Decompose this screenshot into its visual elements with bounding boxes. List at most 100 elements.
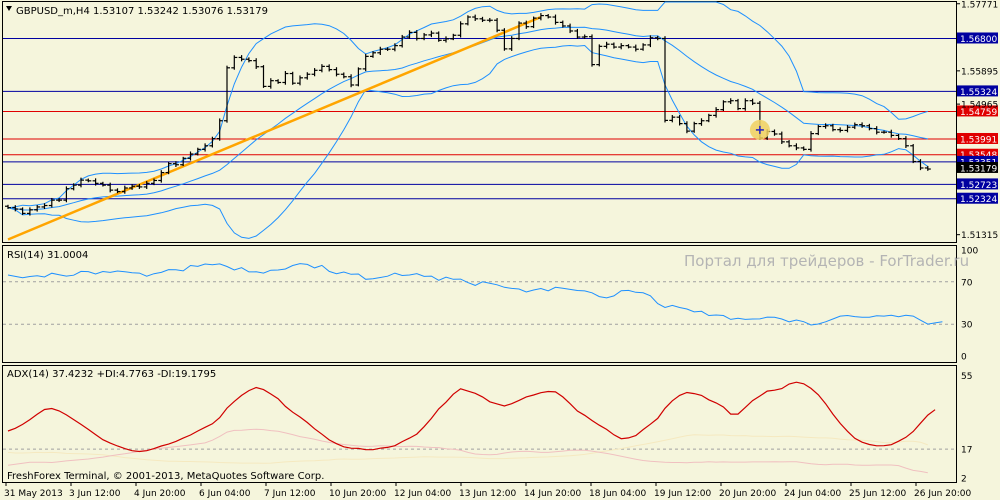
price-bar-111 <box>815 124 822 136</box>
level-label-text-6: 1.53179 <box>960 164 997 174</box>
price-bar-35 <box>260 65 267 88</box>
price-bar-101 <box>742 98 749 111</box>
price-bar-78 <box>574 28 581 39</box>
price-bar-44 <box>326 64 333 72</box>
price-bar-11 <box>85 178 92 183</box>
price-bar-68 <box>501 28 508 51</box>
price-bar-9 <box>70 183 77 191</box>
bollinger-bands <box>7 1 929 239</box>
price-bar-92 <box>676 115 683 126</box>
price-bar-23 <box>172 161 179 167</box>
price-bar-53 <box>391 43 398 52</box>
price-bar-114 <box>837 127 844 133</box>
adx-tick-label-0: 55 <box>961 372 972 382</box>
price-bar-123 <box>902 136 909 149</box>
level-label-7: 1.52723 <box>957 178 998 191</box>
trendline <box>7 15 542 241</box>
price-bar-108 <box>793 143 800 151</box>
time-tick-label-12: 24 Jun 04:00 <box>784 489 841 499</box>
price-bar-120 <box>881 130 887 134</box>
rsi-tick-label-2: 30 <box>961 321 973 331</box>
level-label-text-0: 1.56800 <box>960 35 997 45</box>
bollinger-upper-line <box>7 1 928 209</box>
time-tick-label-6: 12 Jun 04:00 <box>394 489 451 499</box>
price-bar-97 <box>713 107 720 118</box>
price-bar-14 <box>107 182 114 193</box>
level-label-text-3: 1.53991 <box>960 135 997 145</box>
time-tick-label-4: 7 Jun 12:00 <box>264 489 316 499</box>
price-bar-1 <box>12 205 19 212</box>
price-bar-28 <box>209 136 216 148</box>
chart-header-triangle-icon <box>6 6 12 11</box>
footer-copyright: FreshForex Terminal, © 2001-2013, MetaQu… <box>7 471 324 482</box>
price-bar-83 <box>610 42 617 49</box>
price-bar-71 <box>523 20 530 29</box>
price-bar-38 <box>282 71 289 85</box>
price-bar-90 <box>662 36 668 123</box>
price-bar-112 <box>822 123 829 129</box>
adx-series-adx <box>7 381 936 453</box>
time-tick-label-14: 26 Jun 20:00 <box>914 489 971 499</box>
price-tick-label-0: 1.57771 <box>961 0 998 10</box>
price-bar-7 <box>56 198 63 203</box>
price-bar-106 <box>778 131 785 145</box>
rsi-panel-frame <box>2 245 957 363</box>
level-label-bg-2 <box>957 105 998 117</box>
adx-tick-label-2: 2 <box>961 475 967 485</box>
adx-indicator: 55 17 2 <box>3 372 972 485</box>
price-bar-36 <box>267 78 274 89</box>
price-bar-39 <box>289 71 296 85</box>
rsi-tick-label-3: 0 <box>961 353 967 363</box>
price-bar-116 <box>851 122 858 130</box>
price-bar-84 <box>618 43 625 50</box>
price-bar-75 <box>552 14 559 25</box>
price-tick-label-3: 1.51315 <box>961 231 998 241</box>
time-tick-label-2: 4 Jun 20:00 <box>134 489 186 499</box>
price-bar-17 <box>129 184 136 190</box>
level-label-text-1: 1.55324 <box>960 88 997 98</box>
level-label-8: 1.52324 <box>957 192 998 205</box>
price-bar-99 <box>727 98 734 105</box>
level-label-0: 1.56800 <box>957 32 998 45</box>
level-label-bg-8 <box>957 192 998 204</box>
price-bar-47 <box>348 74 355 88</box>
price-bar-51 <box>377 46 384 55</box>
price-bar-80 <box>589 34 595 67</box>
price-bar-121 <box>888 129 895 138</box>
price-bar-67 <box>494 18 501 33</box>
price-bar-41 <box>304 72 311 80</box>
price-bar-57 <box>421 32 428 41</box>
price-bar-55 <box>406 30 413 39</box>
level-label-6: 1.53179 <box>957 161 998 174</box>
price-bar-59 <box>435 31 442 42</box>
price-bar-119 <box>873 126 880 135</box>
price-tick-label-1: 1.55895 <box>961 67 998 77</box>
price-bar-61 <box>450 33 457 41</box>
level-label-text-2: 1.54759 <box>960 108 997 118</box>
price-bar-117 <box>859 122 866 128</box>
price-bar-42 <box>311 68 318 77</box>
price-bar-22 <box>165 161 172 175</box>
price-bar-115 <box>844 125 851 133</box>
price-bar-62 <box>457 21 464 38</box>
price-bar-8 <box>63 186 70 203</box>
price-bar-118 <box>866 123 873 131</box>
price-bars <box>5 13 931 216</box>
time-tick-label-1: 3 Jun 12:00 <box>69 489 121 499</box>
rsi-indicator: 100 70 30 0 <box>3 247 978 363</box>
price-bar-122 <box>895 133 902 140</box>
price-bar-50 <box>370 51 376 58</box>
price-bar-4 <box>34 204 41 212</box>
price-bar-105 <box>771 129 778 136</box>
price-bar-81 <box>596 44 603 67</box>
time-axis: 31 May 2013 3 Jun 12:00 4 Jun 20:00 6 Jun 0… <box>4 482 971 499</box>
time-tick-label-8: 14 Jun 20:00 <box>524 489 581 499</box>
price-bar-88 <box>647 35 654 48</box>
watermark: Портал для трейдеров - ForTrader.ru <box>684 252 969 270</box>
rsi-title: RSI(14) 31.0004 <box>7 250 88 261</box>
level-label-bg-6 <box>957 161 998 173</box>
level-label-bg-7 <box>957 178 998 190</box>
price-chart-title: GBPUSD_m,H4 1.53107 1.53242 1.53076 1.53… <box>16 6 268 17</box>
time-tick-label-7: 13 Jun 12:00 <box>459 489 516 499</box>
